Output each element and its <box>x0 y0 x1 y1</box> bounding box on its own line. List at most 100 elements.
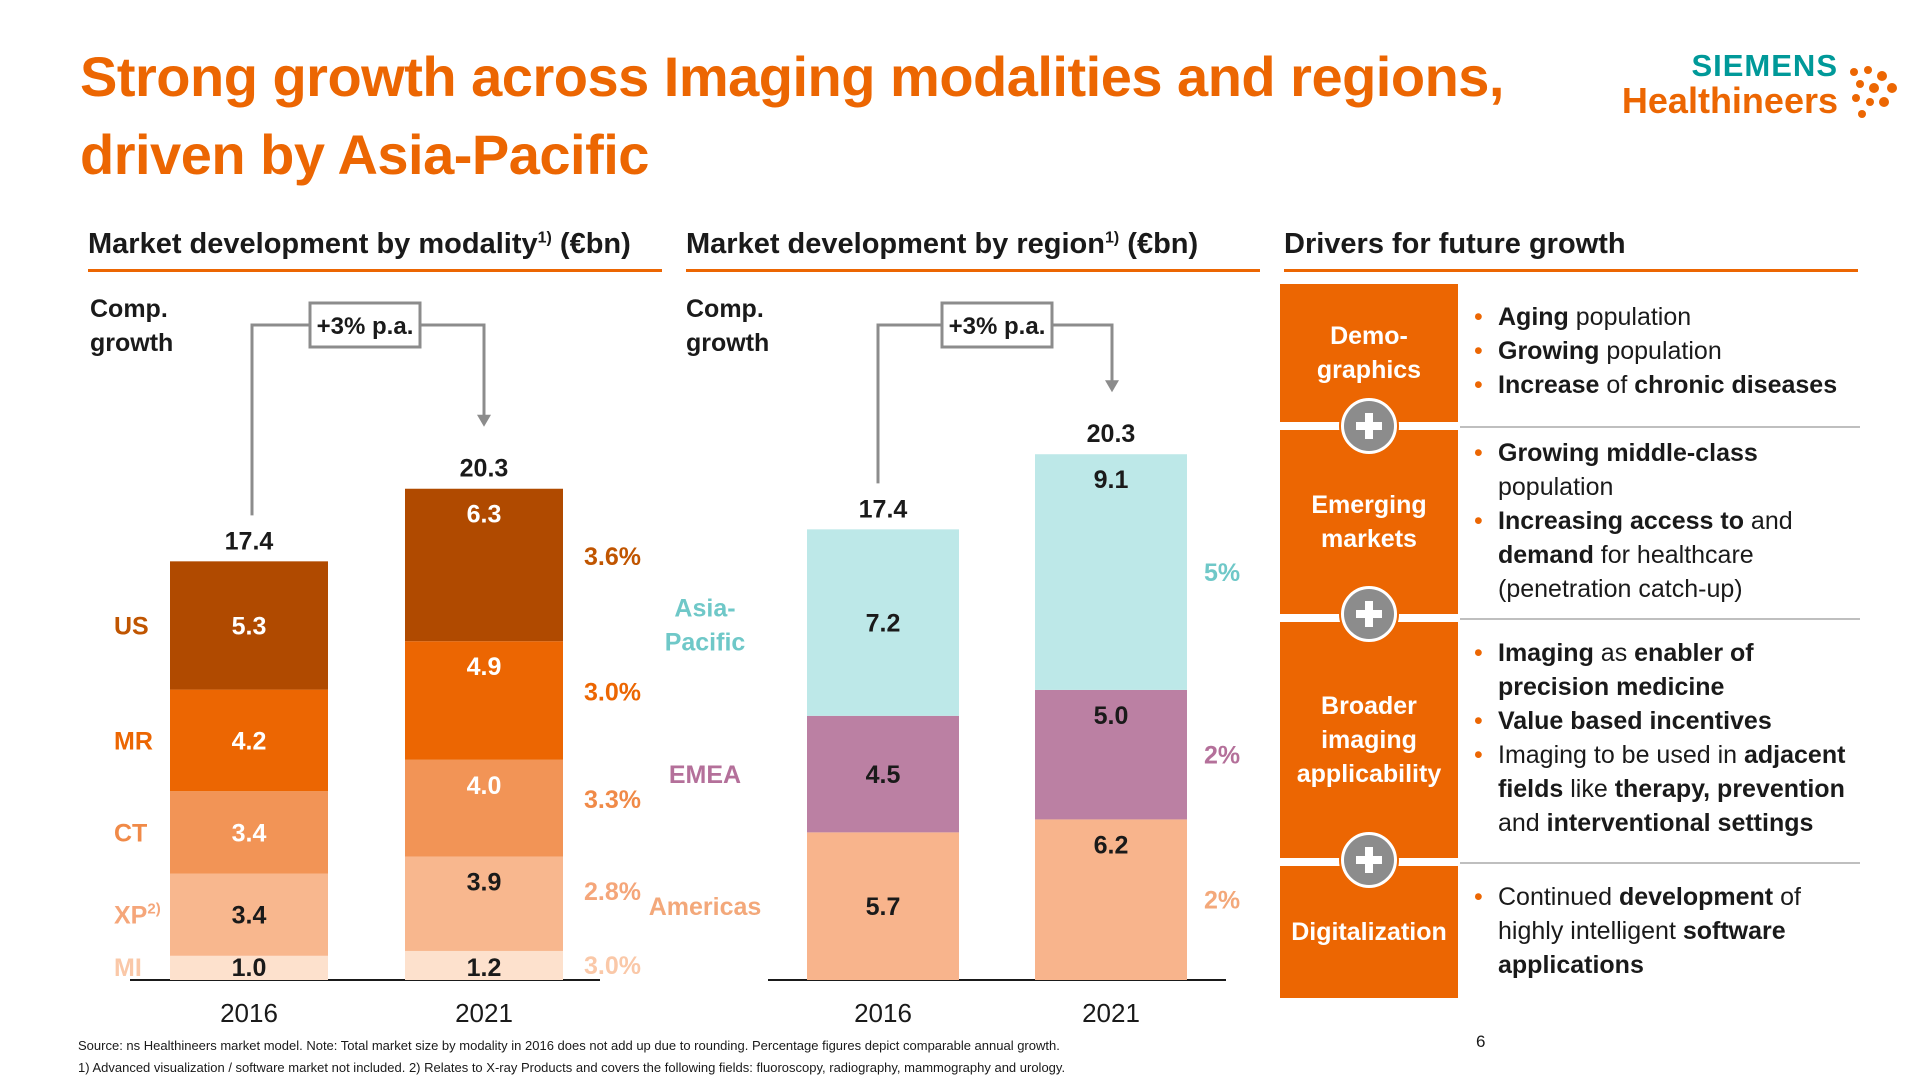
driver-bullet-text: of <box>1599 371 1635 399</box>
driver-bullet-text: population <box>1599 337 1722 365</box>
modality-growth-label-xp: 2.8% <box>584 878 641 906</box>
modality-series-label-mr: MR <box>114 727 153 755</box>
comp-line2: growth <box>90 329 174 357</box>
region-cagr-box <box>940 301 1054 349</box>
modality-head-text: Market development by modality <box>88 228 538 260</box>
region-section-head: Market development by region1) (€bn) <box>686 228 1260 272</box>
region-comp-growth-label: Comp. growth <box>686 292 769 360</box>
modality-cagr-bracket-right <box>420 323 486 417</box>
driver-bullet-text: Continued <box>1498 883 1619 911</box>
modality-series-label-xp: XP2) <box>114 901 161 930</box>
plus-icon <box>1339 830 1399 890</box>
driver-bullet-text: and <box>1498 809 1547 837</box>
modality-cagr-arrow-icon <box>477 414 491 427</box>
modality-category-label-2021: 2021 <box>455 998 513 1028</box>
modality-bar-ct-2016 <box>170 791 328 874</box>
region-value-label-emea-2021: 5.0 <box>1094 702 1129 730</box>
footnote-source: Source: ns Healthineers market model. No… <box>78 1038 1060 1053</box>
plus-icon-inner <box>1344 401 1394 451</box>
driver-bullet: Aging population <box>1470 300 1860 334</box>
region-bar-emea-2021 <box>1035 689 1187 820</box>
modality-cagr-bracket-left <box>250 323 310 516</box>
region-category-label-2016: 2016 <box>854 998 912 1028</box>
siemens-healthineers-logo: SIEMENS Healthineers <box>1620 48 1910 128</box>
modality-section-head: Market development by modality1) (€bn) <box>88 228 662 272</box>
driver-bullets-digitalization: Continued development of highly intellig… <box>1470 880 1860 982</box>
modality-value-label-us-2021: 6.3 <box>467 501 502 529</box>
region-bar-asia-pacific-2021 <box>1035 454 1187 690</box>
modality-bar-mr-2021 <box>405 641 563 760</box>
driver-bullet-text: adjacent fields <box>1498 741 1846 803</box>
plus-icon-inner <box>1344 589 1394 639</box>
modality-value-label-mr-2016: 4.2 <box>232 727 267 755</box>
driver-bullet-text: of highly intelligent <box>1498 883 1801 945</box>
modality-bar-mr-2016 <box>170 689 328 792</box>
region-value-label-americas-2016: 5.7 <box>866 893 901 921</box>
drivers-section-head: Drivers for future growth <box>1284 228 1858 272</box>
driver-label-line: Emerging <box>1311 491 1427 519</box>
plus-icon-inner <box>1344 835 1394 885</box>
region-series-label-asia-pacific-line2: Pacific <box>665 629 746 657</box>
driver-bullet-text: population <box>1568 303 1692 331</box>
driver-bullets-emerging-markets: Growing middle-class populationIncreasin… <box>1470 436 1860 606</box>
modality-value-label-us-2016: 5.3 <box>232 612 267 640</box>
driver-bullet-text: population <box>1498 473 1614 501</box>
footnote-notes: 1) Advanced visualization / software mar… <box>78 1060 1066 1075</box>
driver-bullet-text: demand <box>1498 541 1594 569</box>
region-series-label-americas: Americas <box>649 893 762 921</box>
modality-value-label-mr-2021: 4.9 <box>467 653 502 681</box>
driver-separator <box>1460 618 1860 620</box>
region-bar-americas-2021 <box>1035 819 1187 980</box>
region-growth-label-emea: 2% <box>1204 742 1240 770</box>
driver-separator <box>1460 862 1860 864</box>
modality-comp-growth-label: Comp. growth <box>90 292 173 360</box>
modality-series-label-mi: MI <box>114 954 142 982</box>
driver-label-line: Broader <box>1321 692 1417 720</box>
region-series-label-asia-pacific-line1: Asia- <box>674 595 735 623</box>
modality-value-label-mi-2021: 1.2 <box>467 954 502 982</box>
page-number: 6 <box>1476 1032 1486 1051</box>
driver-bullet: Continued development of highly intellig… <box>1470 880 1860 982</box>
driver-separator <box>1460 426 1860 428</box>
driver-bullet: Imaging to be used in adjacent fields li… <box>1470 738 1860 840</box>
modality-head-unit: (€bn) <box>551 228 631 260</box>
modality-cagr-box <box>308 301 422 349</box>
slide-title-line2: driven by Asia-Pacific <box>80 123 649 186</box>
modality-value-label-xp-2016: 3.4 <box>232 902 267 930</box>
plus-icon <box>1339 396 1399 456</box>
driver-bullet-text: like <box>1563 775 1615 803</box>
region-cagr-bracket-right <box>1052 323 1114 383</box>
driver-bullet-text: as <box>1593 639 1635 667</box>
modality-series-label-ct: CT <box>114 819 147 847</box>
logo-brand: SIEMENS <box>1691 48 1838 83</box>
driver-bullet-text: interventional settings <box>1546 809 1814 837</box>
driver-bullet-text: Imaging <box>1498 639 1594 667</box>
modality-series-label-us: US <box>114 612 149 640</box>
region-cagr-label: +3% p.a. <box>949 313 1046 340</box>
driver-bullet-text: enabler of precision medicine <box>1498 639 1754 701</box>
modality-growth-label-mi: 3.0% <box>584 952 641 980</box>
driver-bullets-demo-graphics: Aging populationGrowing populationIncrea… <box>1470 300 1860 402</box>
drivers-head-text: Drivers for future growth <box>1284 228 1626 260</box>
driver-bullet-text: therapy, prevention <box>1614 775 1845 803</box>
modality-cagr-label: +3% p.a. <box>317 313 414 340</box>
modality-total-label-2021: 20.3 <box>460 455 509 483</box>
driver-bullet-text: Increase <box>1498 371 1600 399</box>
region-head-sup: 1) <box>1105 229 1120 247</box>
region-value-label-americas-2021: 6.2 <box>1094 831 1129 859</box>
driver-label-line: graphics <box>1316 356 1422 384</box>
driver-label-line: applicability <box>1296 760 1442 788</box>
modality-category-label-2016: 2016 <box>220 998 278 1028</box>
comp-line1: Comp. <box>686 295 764 323</box>
driver-bullet-text: chronic diseases <box>1634 371 1838 399</box>
driver-bullet-text: Imaging to be used in <box>1498 741 1744 769</box>
region-head-text: Market development by region <box>686 228 1105 260</box>
driver-label-line: Demo- <box>1330 322 1408 350</box>
driver-label-line: imaging <box>1321 726 1417 754</box>
modality-bar-us-2016 <box>170 561 328 690</box>
modality-total-label-2016: 17.4 <box>225 527 274 555</box>
modality-head-sup: 1) <box>537 229 552 247</box>
region-series-label-emea: EMEA <box>669 761 741 789</box>
logo-sub: Healthineers <box>1621 80 1838 121</box>
region-value-label-asia-pacific-2016: 7.2 <box>866 610 901 638</box>
